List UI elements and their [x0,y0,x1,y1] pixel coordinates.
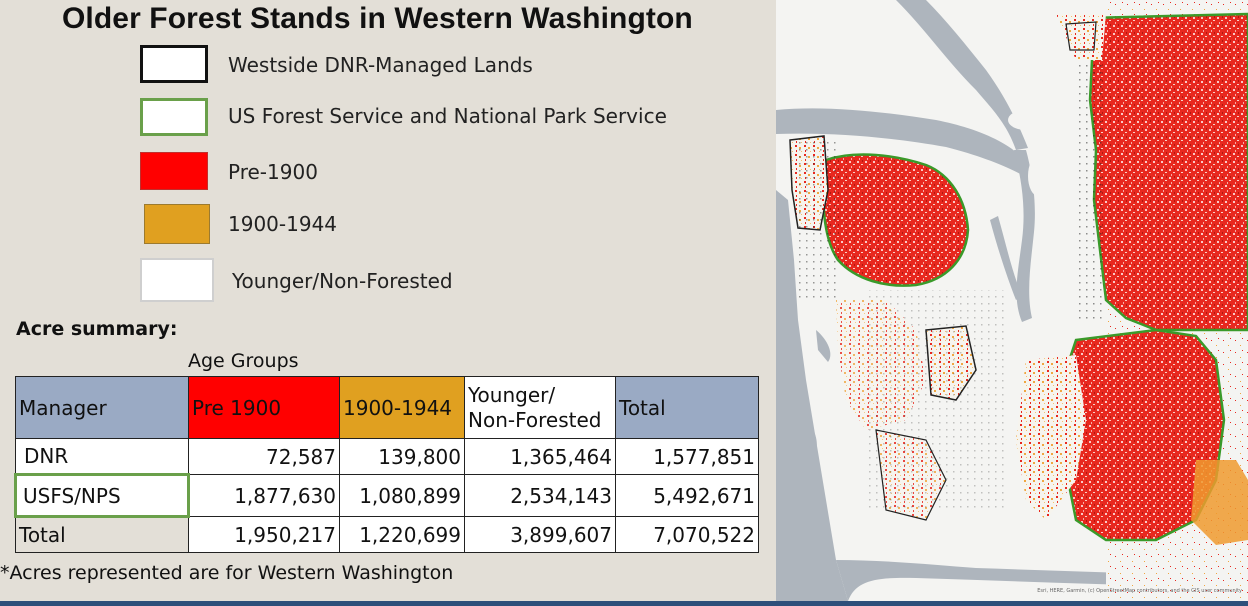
age-groups-label: Age Groups [188,350,299,372]
header-manager: Manager [15,376,189,439]
cascade-foothills-mixed [1016,355,1086,520]
value-cell: 5,492,671 [615,474,759,517]
dnr-parcels-coast [796,140,836,300]
header-total: Total [615,376,759,439]
value-cell: 72,587 [188,438,340,475]
san-juan-islands [1008,110,1044,130]
manager-cell: USFS/NPS [14,473,190,518]
north-border-dnr-outline [1065,21,1097,51]
manager-cell: DNR [15,438,189,475]
table-row: Total 1,950,217 1,220,699 3,899,607 7,07… [15,516,759,553]
value-cell: 1,577,851 [615,438,759,475]
table-row: DNR 72,587 139,800 1,365,464 1,577,851 [15,438,759,475]
bottom-rule [0,601,1248,606]
legend-label-dnr: Westside DNR-Managed Lands [228,53,533,77]
strait-juan-de-fuca [776,108,1024,176]
willapa-bay [806,420,817,455]
strait-of-georgia [896,0,1028,150]
dnr-parcels-southwest [866,290,1006,510]
legend-label-younger: Younger/Non-Forested [232,269,453,293]
header-1900-1944: 1900-1944 [339,376,465,439]
value-cell: 1,877,630 [188,474,340,517]
table-header-row: Manager Pre 1900 1900-1944 Younger/ Non-… [15,376,759,439]
value-cell: 1,950,217 [188,516,340,553]
manager-cell: Total [15,516,189,553]
table-row: USFS/NPS 1,877,630 1,080,899 2,534,143 5… [14,473,759,518]
value-cell: 2,534,143 [464,474,616,517]
value-cell: 7,070,522 [615,516,759,553]
value-cell: 1,080,899 [339,474,465,517]
younger-swatch [140,258,214,302]
header-pre-1900: Pre 1900 [188,376,340,439]
usfs-nps-outline-swatch [140,98,208,136]
header-younger-line2: Non-Forested [468,407,602,432]
columbia-river [836,560,1248,601]
acre-summary-heading: Acre summary: [16,318,178,340]
footnote: *Acres represented are for Western Washi… [0,562,454,584]
value-cell: 1,220,699 [339,516,465,553]
north-border-mixed [1056,14,1106,60]
legend-label-usfs-nps: US Forest Service and National Park Serv… [228,104,667,128]
value-cell: 3,899,607 [464,516,616,553]
south-cascades-older-forest [1062,330,1224,540]
value-cell: 1,365,464 [464,438,616,475]
acre-summary-table: Manager Pre 1900 1900-1944 Younger/ Non-… [14,376,759,553]
grays-harbor [816,330,831,362]
hood-canal [990,216,1022,300]
southeast-1900-1944-stand [1191,460,1248,545]
map-canvas [776,0,1248,601]
legend-label-pre-1900: Pre-1900 [228,160,318,184]
page-title: Older Forest Stands in Western Washingto… [62,2,693,35]
header-younger-line1: Younger/ [468,382,556,407]
1900-1944-swatch [144,204,210,244]
whidbey-island [1028,156,1048,196]
dnr-parcels-cascades [1076,60,1106,320]
dnr-outline-swatch [140,45,208,83]
header-younger: Younger/ Non-Forested [464,376,616,439]
north-cascades-older-forest [1088,14,1248,330]
olympic-older-forest [823,154,968,286]
map-attribution: Esri, HERE, Garmin, (c) OpenStreetMap co… [1037,588,1242,594]
value-cell: 139,800 [339,438,465,475]
legend-label-1900-1944: 1900-1944 [228,212,338,236]
pre-1900-swatch [140,152,208,190]
puget-sound [1014,150,1035,322]
forest-map[interactable]: Esri, HERE, Garmin, (c) OpenStreetMap co… [776,0,1248,601]
